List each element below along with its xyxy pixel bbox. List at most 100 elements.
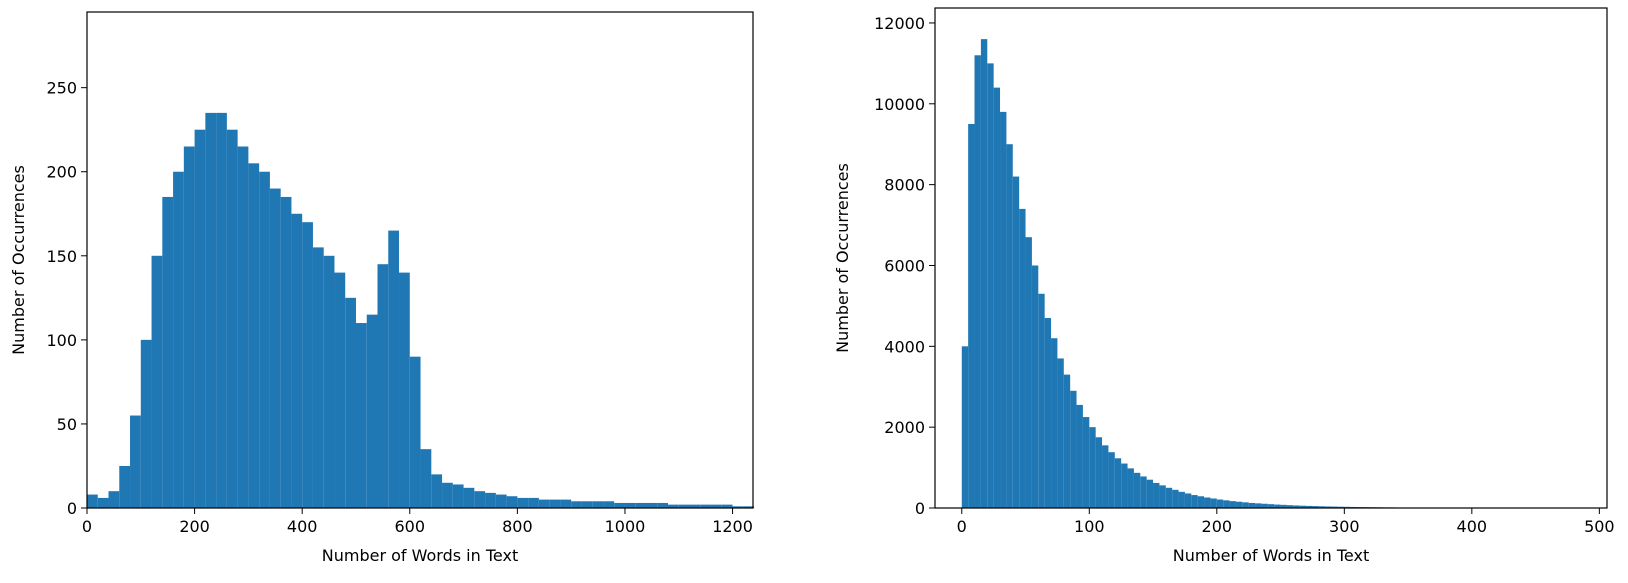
bar [1108,452,1114,508]
bar [378,264,389,508]
bar [981,39,987,508]
x-tick-label: 200 [179,517,210,536]
x-tick-label: 1200 [712,517,753,536]
bar [1032,265,1038,508]
bar [248,163,259,508]
bar [184,147,195,508]
bar [646,503,657,508]
bar [1185,493,1191,508]
bar [388,231,399,508]
y-tick-label: 0 [915,499,925,518]
y-tick-label: 8000 [884,176,925,195]
bar [162,197,173,508]
bar [1140,476,1146,508]
x-tick-label: 100 [1074,517,1105,536]
y-tick-label: 50 [57,415,77,434]
bar [614,503,625,508]
bar [1159,485,1165,508]
bar [1013,177,1019,508]
bar [1026,237,1032,508]
bar [1019,209,1025,508]
bar [356,323,367,508]
bar [442,483,453,508]
bar [302,222,313,508]
bar [1089,427,1095,508]
bar [1051,338,1057,508]
x-tick-label: 800 [502,517,533,536]
bar [173,172,184,508]
bar [367,315,378,508]
bar [1198,496,1204,508]
bar [238,147,249,508]
x-tick-label: 200 [1202,517,1233,536]
bar [1038,294,1044,508]
bar [281,197,292,508]
x-tick-label: 400 [1457,517,1488,536]
bar [987,63,993,508]
bar [1261,504,1267,508]
bar [582,501,593,508]
x-tick-label: 600 [395,517,426,536]
bar [657,503,668,508]
x-tick-label: 500 [1584,517,1615,536]
bar [1172,490,1178,508]
bar [1096,437,1102,508]
bar [399,273,410,508]
bar [109,491,120,508]
y-tick-label: 150 [46,247,77,266]
y-tick-label: 10000 [874,95,925,114]
bar [571,501,582,508]
bar [1000,112,1006,508]
bar [130,416,141,508]
y-tick-label: 100 [46,331,77,350]
bar [1077,405,1083,508]
bar [87,495,98,508]
bar [345,298,356,508]
bar [291,214,302,508]
bar [227,130,238,508]
bar [625,503,636,508]
y-tick-label: 0 [67,499,77,518]
bar [1166,488,1172,508]
bar [517,498,528,508]
bar [1217,500,1223,508]
bar [560,500,571,508]
bar [1147,480,1153,508]
bar [195,130,206,508]
bar [1083,417,1089,508]
bar [1153,483,1159,508]
bar [313,247,324,508]
bar [98,498,109,508]
bar [507,496,518,508]
bar [975,55,981,508]
bar [1115,458,1121,508]
bar [119,466,130,508]
bar [474,491,485,508]
y-tick-label: 250 [46,79,77,98]
y-axis-label: Number of Occurrences [9,165,28,355]
bar [410,357,421,508]
x-tick-label: 0 [82,517,92,536]
bar [1006,144,1012,508]
y-tick-label: 6000 [884,256,925,275]
x-axis-label: Number of Words in Text [1173,546,1369,565]
bar [528,498,539,508]
bar [539,500,550,508]
bar [216,113,227,508]
bar [1230,501,1236,508]
y-tick-label: 12000 [874,14,925,33]
bar [1064,375,1070,508]
bar [603,501,614,508]
bar [593,501,604,508]
y-tick-label: 2000 [884,418,925,437]
bar [464,488,475,508]
bar [1057,358,1063,508]
bar [205,113,216,508]
x-axis-label: Number of Words in Text [322,546,518,565]
bar [141,340,152,508]
bar [1255,503,1261,508]
bar [1102,445,1108,508]
bar [324,256,335,508]
bar [259,172,270,508]
